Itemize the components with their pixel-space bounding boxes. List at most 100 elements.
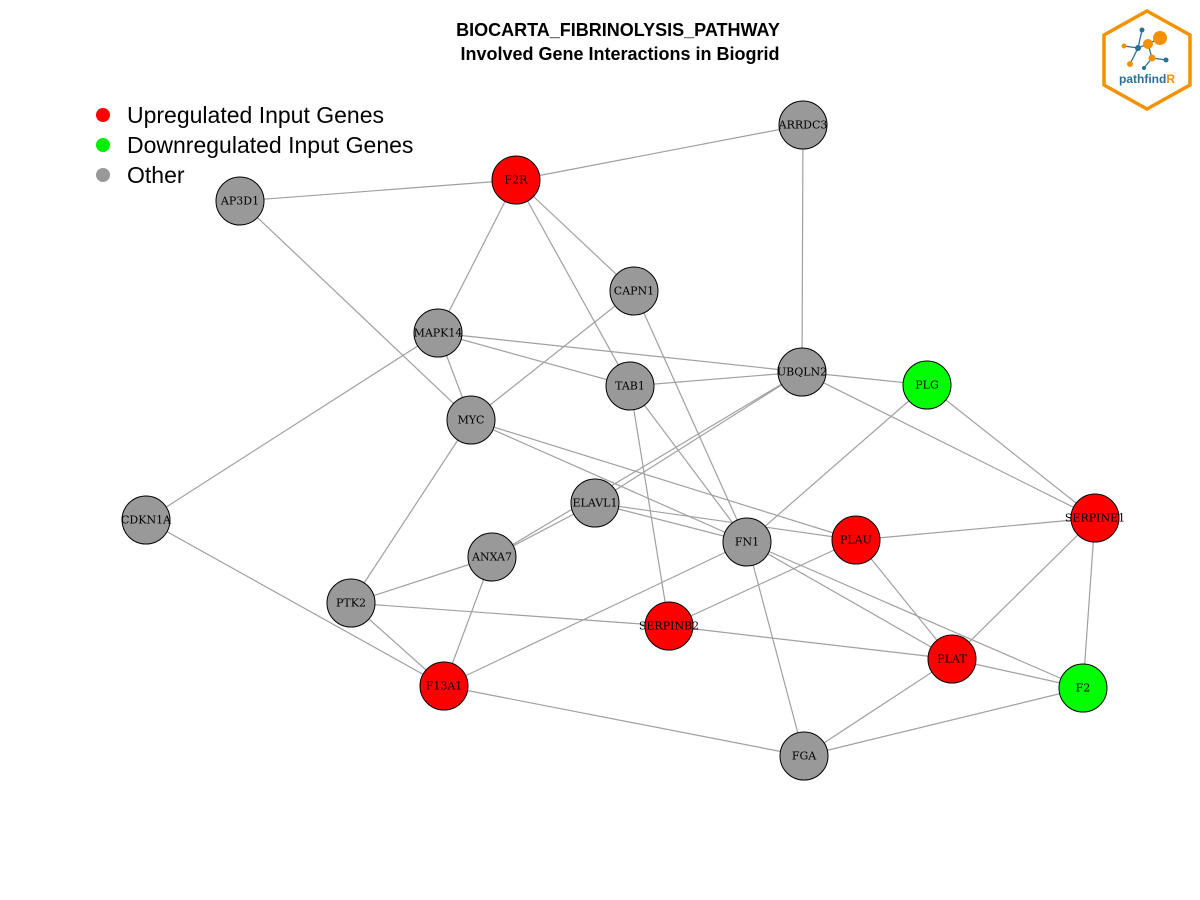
edge-f13a1-fn1: [443, 541, 748, 687]
node-circle-ptk2: [326, 578, 376, 628]
legend-dot-upregulated: [96, 108, 110, 122]
edge-myc-plau: [470, 419, 857, 541]
logo-text: pathfindR: [1119, 72, 1175, 86]
node-circle-plau: [831, 515, 881, 565]
node-plau: PLAU: [831, 515, 881, 565]
chart-title-block: BIOCARTA_FIBRINOLYSIS_PATHWAY Involved G…: [0, 18, 1200, 66]
node-circle-arrdc3: [778, 100, 828, 150]
node-circle-fga: [779, 731, 829, 781]
node-label-plau: PLAU: [840, 534, 872, 547]
node-label-serpinb2: SERPINB2: [639, 620, 699, 633]
node-fn1: FN1: [722, 517, 772, 567]
edge-ubqln2-anxa7: [491, 371, 803, 558]
node-label-anxa7: ANXA7: [471, 551, 512, 564]
node-capn1: CAPN1: [609, 266, 659, 316]
node-serpinb2: SERPINB2: [639, 601, 699, 651]
node-ubqln2: UBQLN2: [777, 347, 827, 397]
node-label-serpine1: SERPINE1: [1065, 512, 1125, 525]
edge-myc-fn1: [470, 419, 748, 543]
edge-ubqln2-serpine1: [801, 371, 1096, 519]
node-label-elavl1: ELAVL1: [573, 497, 618, 510]
node-serpine1: SERPINE1: [1065, 493, 1125, 543]
node-label-plat: PLAT: [937, 653, 967, 666]
edge-cdkn1a-f13a1: [145, 519, 445, 687]
edge-capn1-myc: [470, 290, 635, 421]
node-label-plg: PLG: [915, 379, 939, 392]
node-label-mapk14: MAPK14: [414, 327, 463, 340]
node-f2: F2: [1058, 663, 1108, 713]
edge-serpine1-plat: [951, 517, 1096, 660]
node-circle-cdkn1a: [121, 495, 171, 545]
node-label-capn1: CAPN1: [614, 285, 654, 298]
node-label-ptk2: PTK2: [336, 597, 366, 610]
node-tab1: TAB1: [605, 361, 655, 411]
node-circle-f2: [1058, 663, 1108, 713]
edge-f2r-capn1: [515, 179, 635, 292]
node-anxa7: ANXA7: [467, 532, 517, 582]
edge-myc-ptk2: [350, 419, 472, 604]
node-circle-tab1: [605, 361, 655, 411]
node-circle-ap3d1: [215, 176, 265, 226]
node-ap3d1: AP3D1: [215, 176, 265, 226]
edge-f2-fga: [803, 687, 1084, 757]
node-label-fga: FGA: [792, 750, 817, 763]
edge-plg-fn1: [746, 384, 928, 543]
edge-plg-serpine1: [926, 384, 1096, 519]
node-label-fn1: FN1: [735, 536, 759, 549]
edge-elavl1-fn1: [594, 502, 748, 543]
node-layer: ARRDC3 F2R AP3D1 CAPN1 MAPK14 UBQLN2 PLG TAB1 MY…: [121, 100, 1125, 781]
chart-subtitle: Involved Gene Interactions in Biogrid: [460, 44, 780, 64]
node-circle-capn1: [609, 266, 659, 316]
node-circle-serpinb2: [644, 601, 694, 651]
node-circle-f2r: [491, 155, 541, 205]
edge-plau-serpinb2: [668, 539, 857, 627]
legend-label-downregulated: Downregulated Input Genes: [127, 131, 414, 158]
node-circle-anxa7: [467, 532, 517, 582]
node-circle-fn1: [722, 517, 772, 567]
edge-f2r-arrdc3: [515, 124, 804, 181]
legend-dot-downregulated: [96, 138, 110, 152]
edge-capn1-fn1: [633, 290, 748, 543]
edge-f13a1-fga: [443, 685, 805, 757]
edge-plau-plat: [855, 539, 953, 660]
node-label-f2: F2: [1076, 682, 1091, 695]
edge-ubqln2-elavl1: [594, 371, 803, 504]
node-circle-elavl1: [570, 478, 620, 528]
legend-label-upregulated: Upregulated Input Genes: [127, 101, 385, 128]
node-circle-plg: [902, 360, 952, 410]
node-circle-ubqln2: [777, 347, 827, 397]
node-label-ap3d1: AP3D1: [220, 195, 259, 208]
edge-tab1-fn1: [629, 385, 748, 543]
edge-layer: [145, 124, 1096, 757]
edge-plat-fga: [803, 658, 953, 757]
pathfindr-logo: pathfindR: [1102, 8, 1192, 112]
node-label-cdkn1a: CDKN1A: [121, 514, 172, 527]
node-circle-serpine1: [1070, 493, 1120, 543]
edge-ap3d1-f2r: [239, 179, 517, 202]
edge-mapk14-cdkn1a: [145, 332, 439, 521]
edge-ptk2-serpinb2: [350, 602, 670, 627]
legend-item-other: Other: [96, 160, 413, 190]
edge-arrdc3-ubqln2: [801, 124, 804, 373]
node-plg: PLG: [902, 360, 952, 410]
edge-fn1-plat: [746, 541, 953, 660]
edge-mapk14-tab1: [437, 332, 631, 387]
node-label-f13a1: F13A1: [426, 680, 463, 693]
node-label-arrdc3: ARRDC3: [778, 119, 828, 132]
edge-fn1-f2: [746, 541, 1084, 689]
edge-serpinb2-plat: [668, 625, 953, 660]
legend-item-downregulated: Downregulated Input Genes: [96, 130, 413, 160]
edge-tab1-ubqln2: [629, 371, 803, 387]
node-circle-plat: [927, 634, 977, 684]
edge-ap3d1-myc: [239, 200, 472, 421]
legend: Upregulated Input Genes Downregulated In…: [96, 100, 413, 190]
node-cdkn1a: CDKN1A: [121, 495, 172, 545]
chart-title: BIOCARTA_FIBRINOLYSIS_PATHWAY: [456, 20, 780, 40]
node-f13a1: F13A1: [419, 661, 469, 711]
edge-serpine1-f2: [1082, 517, 1096, 689]
edge-tab1-serpinb2: [629, 385, 670, 627]
node-myc: MYC: [446, 395, 496, 445]
edge-ptk2-anxa7: [350, 556, 493, 604]
legend-label-other: Other: [127, 161, 185, 188]
